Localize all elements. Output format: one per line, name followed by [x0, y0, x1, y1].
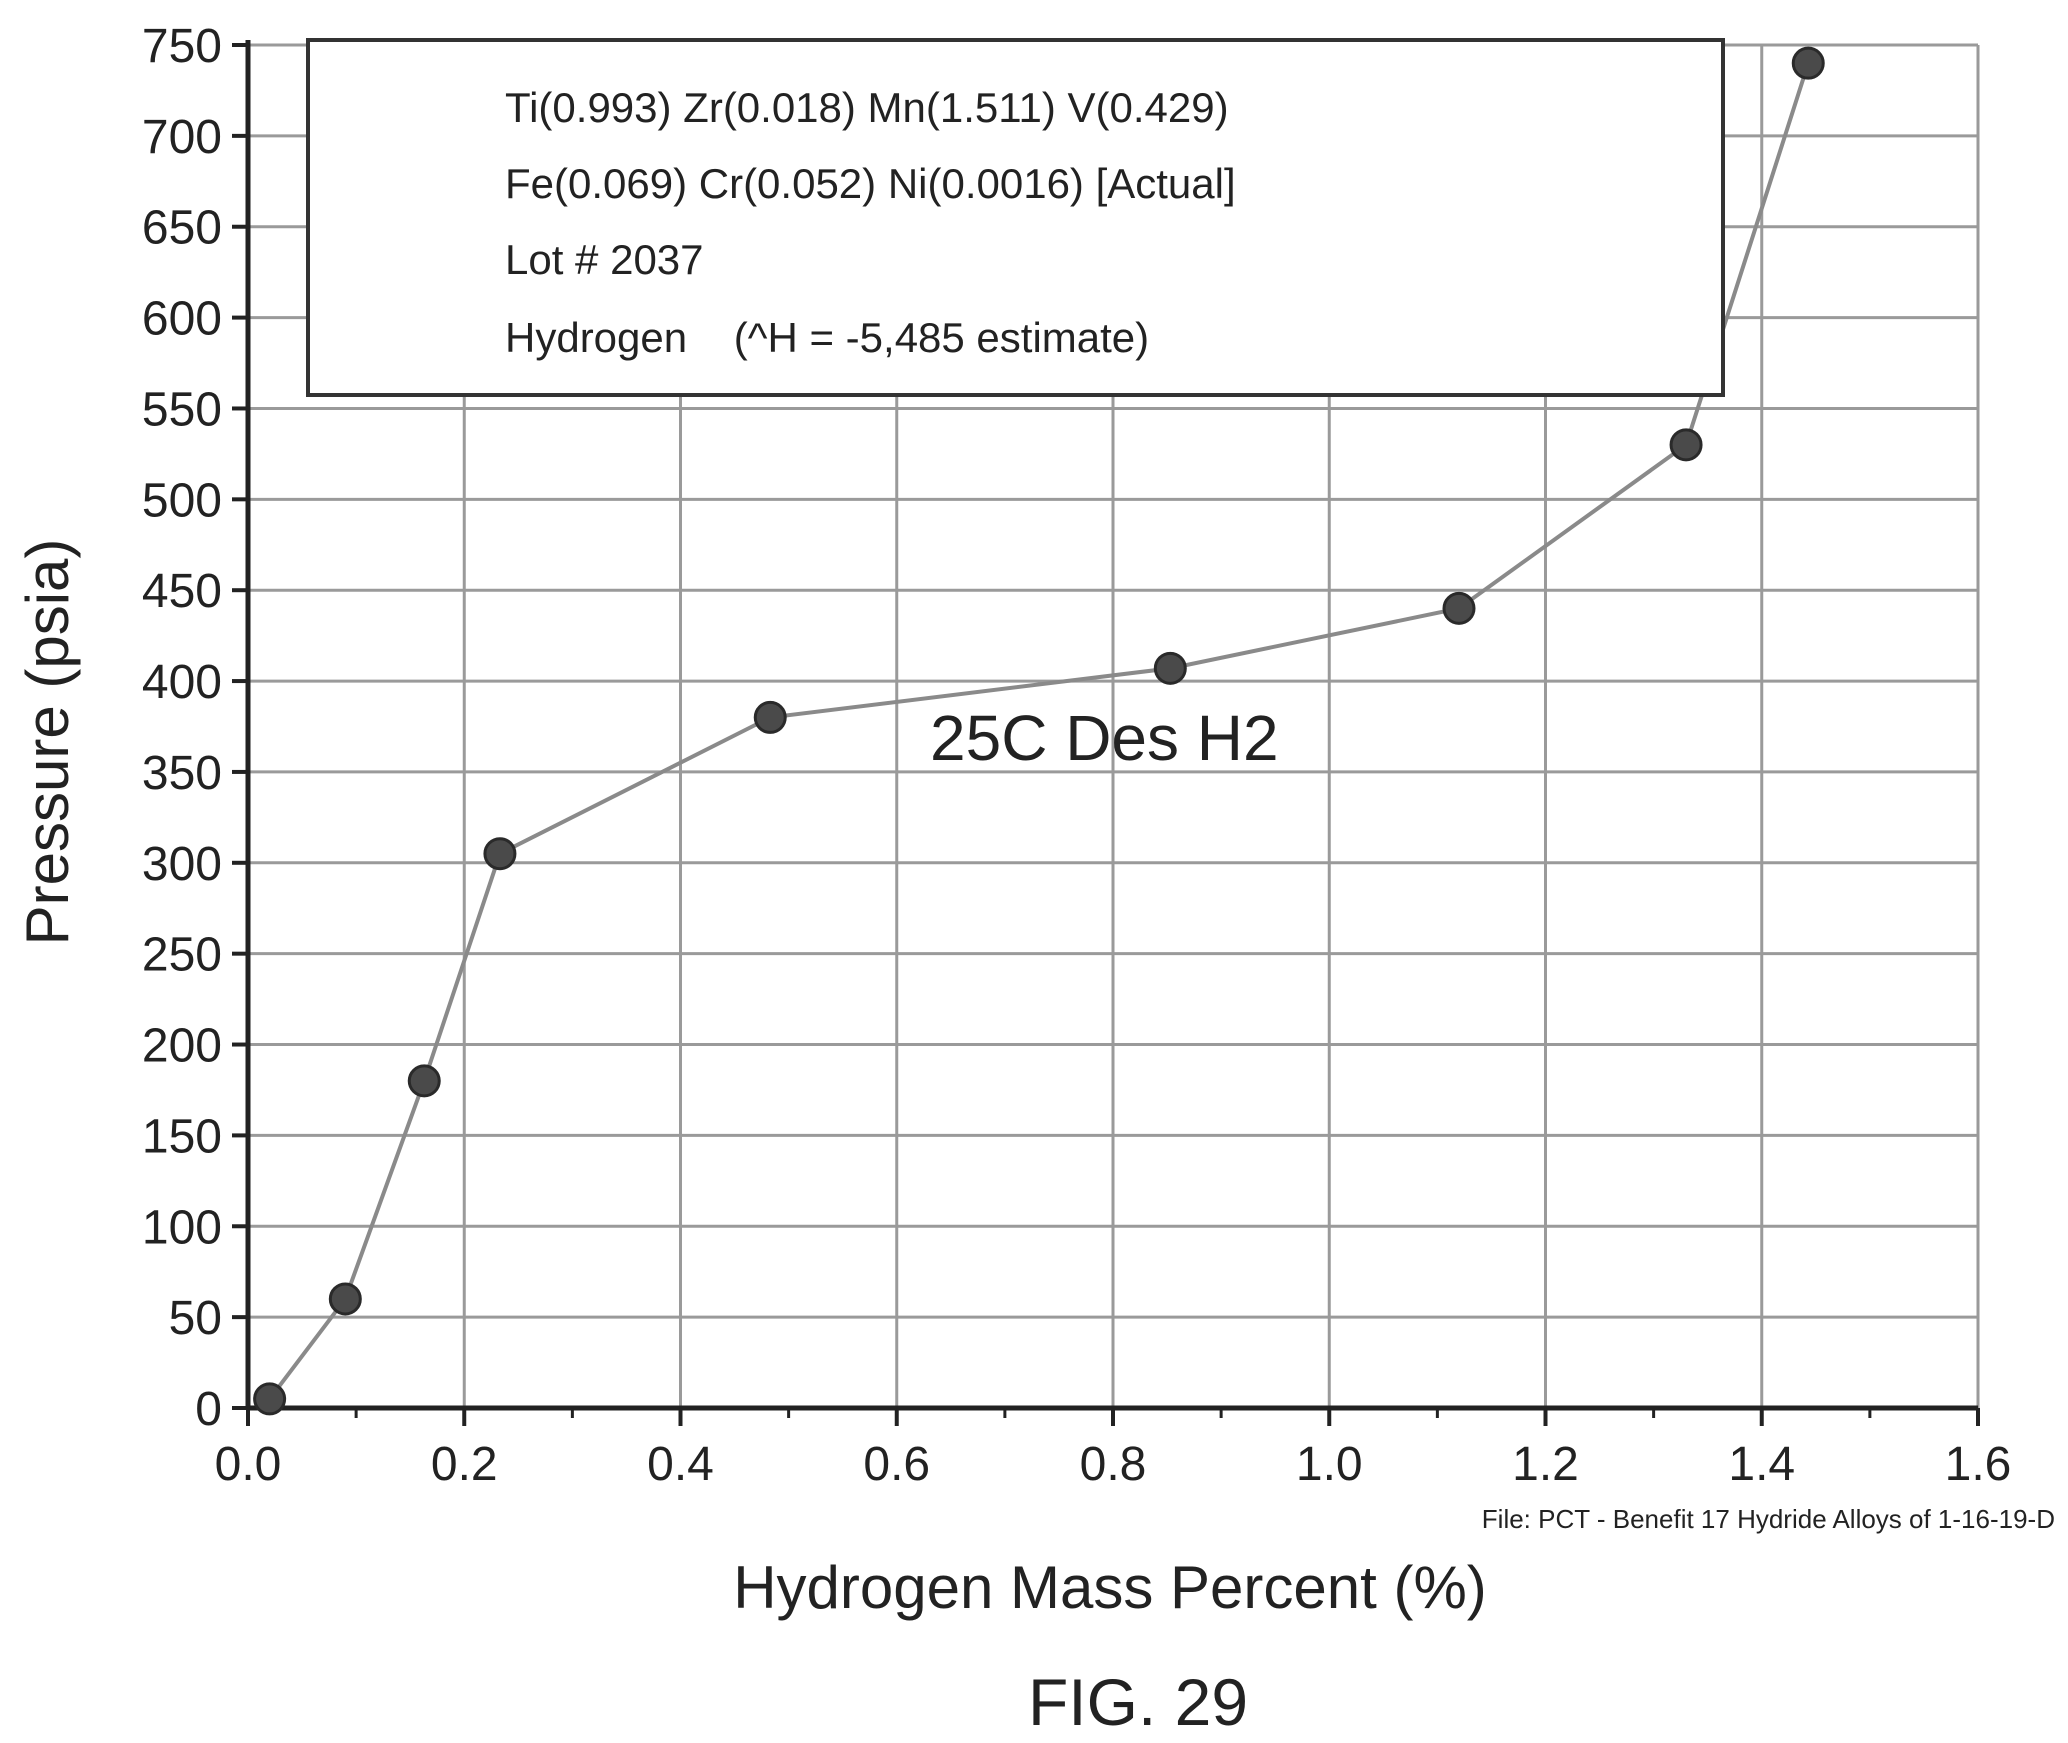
- x-tick-label: 1.4: [1728, 1438, 1795, 1491]
- x-axis-title: Hydrogen Mass Percent (%): [733, 1554, 1487, 1621]
- y-tick-labels: 0 50 100 150 200 250 300 350 400 450 500 550 600 650 7…: [142, 20, 222, 1436]
- figure-label: FIG. 29: [1028, 1665, 1248, 1739]
- x-tick-label: 1.0: [1296, 1438, 1363, 1491]
- y-tick-label: 700: [142, 111, 222, 164]
- y-tick-label: 500: [142, 474, 222, 527]
- legend-line-1: Ti(0.993) Zr(0.018) Mn(1.511) V(0.429): [505, 84, 1229, 131]
- y-tick-label: 600: [142, 293, 222, 346]
- legend-line-4: Hydrogen (^H = -5,485 estimate): [505, 314, 1149, 361]
- series-group: [253, 46, 1825, 1416]
- y-tick-label: 300: [142, 838, 222, 891]
- data-point: [483, 837, 517, 871]
- x-tick-label: 1.2: [1512, 1438, 1579, 1491]
- y-tick-label: 0: [195, 1383, 222, 1436]
- y-tick-label: 750: [142, 20, 222, 73]
- x-tick-label: 0.6: [863, 1438, 930, 1491]
- data-point: [1153, 651, 1187, 685]
- y-tick-label: 200: [142, 1020, 222, 1073]
- y-axis-title: Pressure (psia): [14, 539, 81, 946]
- y-tick-label: 450: [142, 565, 222, 618]
- x-tick-label: 0.0: [215, 1438, 282, 1491]
- y-tick-label: 150: [142, 1110, 222, 1163]
- data-point: [253, 1382, 287, 1416]
- data-point: [328, 1282, 362, 1316]
- x-tick-label: 0.2: [431, 1438, 498, 1491]
- x-tick-labels: 0.0 0.2 0.4 0.6 0.8 1.0 1.2 1.4 1.6: [215, 1438, 2012, 1491]
- x-tick-label: 1.6: [1945, 1438, 2012, 1491]
- y-tick-label: 350: [142, 747, 222, 800]
- y-tick-label: 250: [142, 929, 222, 982]
- data-point: [1442, 591, 1476, 625]
- data-point: [1669, 428, 1703, 462]
- axes: [232, 40, 1980, 1426]
- legend-line-3: Lot # 2037: [505, 236, 704, 283]
- file-note: File: PCT - Benefit 17 Hydride Alloys of…: [1482, 1504, 2055, 1534]
- y-tick-label: 400: [142, 656, 222, 709]
- y-tick-label: 650: [142, 202, 222, 255]
- y-tick-label: 50: [169, 1292, 222, 1345]
- data-point: [753, 700, 787, 734]
- series-label: 25C Des H2: [930, 702, 1279, 774]
- legend-line-2: Fe(0.069) Cr(0.052) Ni(0.0016) [Actual]: [505, 160, 1236, 207]
- legend-box: Ti(0.993) Zr(0.018) Mn(1.511) V(0.429) F…: [306, 38, 1725, 397]
- x-tick-label: 0.4: [647, 1438, 714, 1491]
- y-tick-label: 100: [142, 1201, 222, 1254]
- x-tick-label: 0.8: [1080, 1438, 1147, 1491]
- data-point: [1791, 46, 1825, 80]
- data-point: [407, 1064, 441, 1098]
- y-tick-label: 550: [142, 383, 222, 436]
